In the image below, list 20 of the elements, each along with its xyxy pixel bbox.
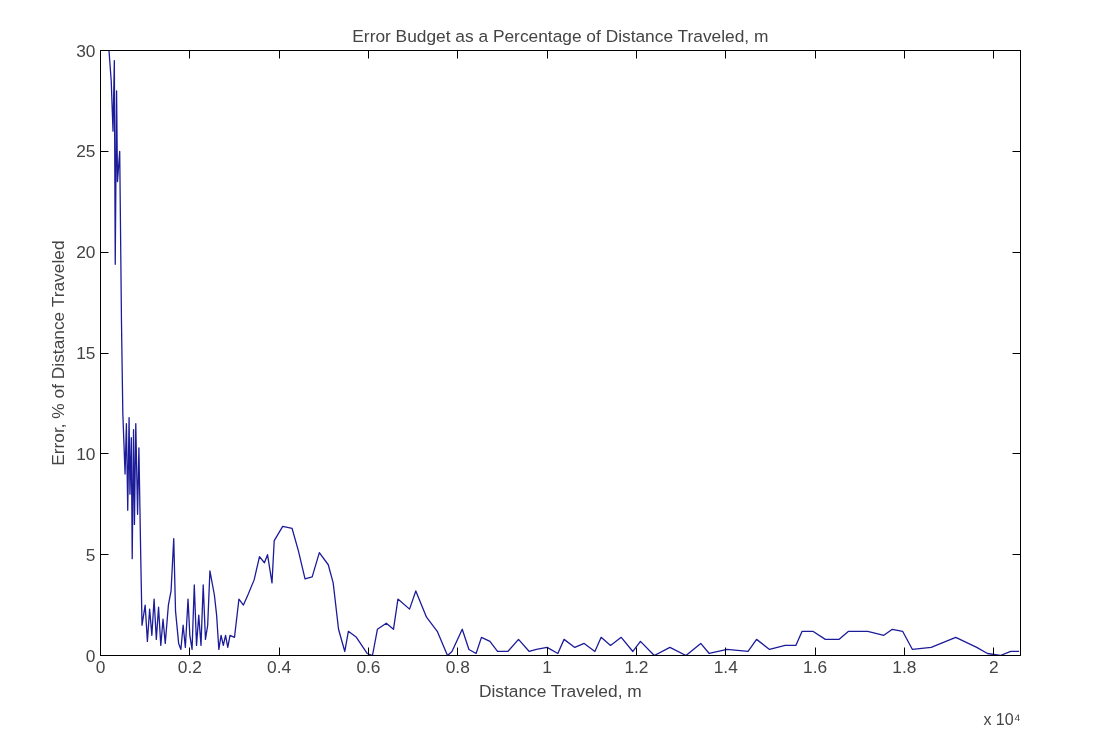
y-axis-title: Error, % of Distance Traveled [48, 240, 69, 466]
text: x 10⁴ [983, 710, 1021, 728]
x-tick-label: 1.8 [892, 656, 917, 677]
y-tick-label: 15 [76, 343, 96, 363]
x-tick-label: 1 [542, 656, 552, 677]
y-tick-label: 5 [85, 544, 96, 565]
x-axis-title: Distance Traveled, m [478, 680, 642, 701]
y-tick-label: 25 [76, 141, 96, 162]
x-tick-label: 1.4 [713, 656, 739, 677]
x-tick-label: 1.2 [624, 656, 649, 677]
y-tick-label: 20 [76, 242, 96, 263]
x-tick-label: 0.8 [445, 656, 470, 677]
x-tick-label: 0.4 [267, 656, 292, 677]
y-tick-label: 30 [76, 40, 96, 61]
x-tick-label: 0.2 [177, 656, 202, 677]
chart-title: Error Budget as a Percentage of Distance Traveled, m [352, 25, 769, 46]
x-tick-label: 0.6 [356, 656, 381, 677]
x-tick-label: 2 [988, 656, 999, 677]
x-tick-label: 1.6 [803, 656, 828, 677]
y-tick-label: 10 [76, 443, 96, 464]
